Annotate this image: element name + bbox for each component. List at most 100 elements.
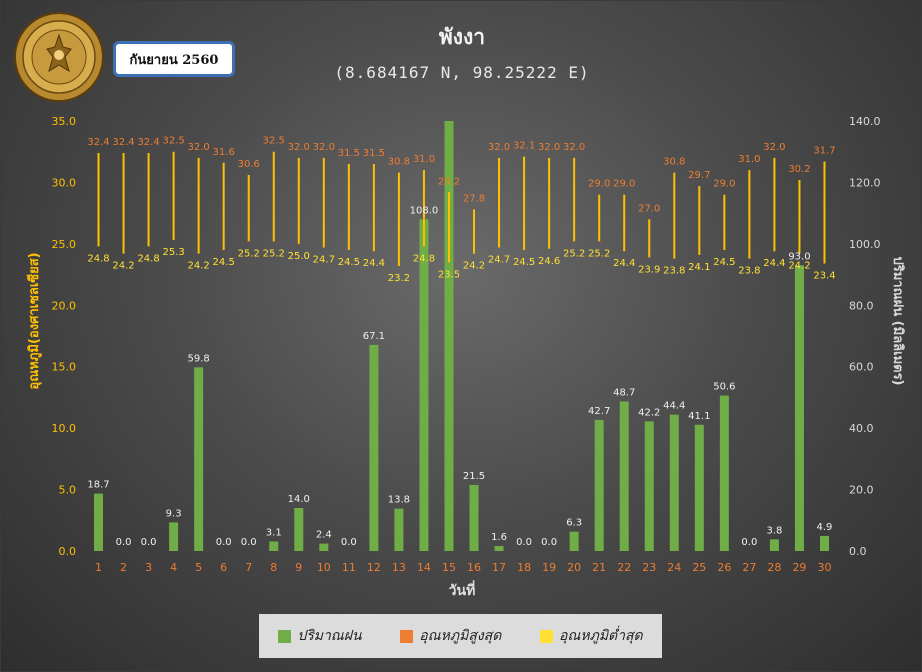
min-temp-label: 25.3 (162, 247, 184, 258)
min-temp-label: 25.2 (588, 248, 610, 259)
max-temp-label: 32.4 (112, 137, 134, 148)
min-temp-label: 24.7 (313, 255, 335, 266)
rain-value-label: 0.0 (341, 537, 357, 548)
min-temp-label: 23.5 (438, 269, 460, 280)
max-temp-label: 32.5 (263, 136, 285, 147)
rain-bar (94, 493, 104, 551)
min-temp-label: 23.9 (638, 264, 660, 275)
rain-bar (619, 401, 629, 551)
x-axis-tick-label: 29 (792, 561, 806, 574)
rain-value-label: 4.9 (817, 522, 833, 533)
x-axis-tick-label: 16 (467, 561, 481, 574)
rain-bar (669, 414, 679, 551)
min-temp-label: 24.8 (137, 253, 159, 264)
max-temp-label: 31.6 (213, 147, 235, 158)
left-axis-tick-label: 10.0 (52, 422, 77, 435)
rain-value-label: 41.1 (688, 411, 710, 422)
x-axis-tick-label: 2 (120, 561, 127, 574)
max-temp-label: 29.2 (438, 176, 460, 187)
rain-bar (644, 421, 654, 551)
rain-value-label: 18.7 (87, 480, 109, 491)
x-axis-tick-label: 5 (195, 561, 202, 574)
max-temp-label: 32.4 (137, 137, 159, 148)
max-temp-label: 32.0 (313, 142, 335, 153)
rain-value-label: 3.1 (266, 527, 282, 538)
rain-value-label: 0.0 (516, 537, 532, 548)
rain-value-label: 42.7 (588, 406, 610, 417)
x-axis-tick-label: 8 (270, 561, 277, 574)
min-temp-label: 24.5 (338, 257, 360, 268)
min-temp-label: 24.4 (763, 258, 785, 269)
max-temp-label: 32.0 (563, 142, 585, 153)
rain-value-label: 67.1 (363, 331, 385, 342)
x-axis-tick-label: 30 (817, 561, 831, 574)
max-temp-label: 30.8 (388, 157, 410, 168)
rain-bar (819, 535, 829, 551)
rain-value-label: 6.3 (566, 518, 582, 529)
left-axis-title: อุณหภูมิ(องศาเซลเซียส) (26, 252, 42, 389)
rain-value-label: 0.0 (141, 537, 157, 548)
right-axis-tick-label: 0.0 (849, 545, 867, 558)
rain-value-label: 42.2 (638, 407, 660, 418)
rain-value-label: 0.0 (741, 537, 757, 548)
rain-bar (594, 419, 604, 551)
max-temp-label: 32.0 (188, 142, 210, 153)
max-temp-label: 30.8 (663, 157, 685, 168)
min-temp-label: 23.8 (738, 266, 760, 277)
legend-item-max-temp: อุณหภูมิสูงสุด (400, 625, 501, 647)
x-axis-tick-label: 4 (170, 561, 177, 574)
rain-value-label: 0.0 (216, 537, 232, 548)
rain-value-label: 13.8 (388, 495, 410, 506)
x-axis-tick-label: 7 (245, 561, 252, 574)
rain-bar (494, 546, 504, 551)
rain-bar (469, 484, 479, 551)
rain-bar (769, 539, 779, 551)
left-axis-tick-label: 0.0 (59, 545, 77, 558)
rain-value-label: 9.3 (166, 508, 182, 519)
min-temp-label: 25.2 (563, 248, 585, 259)
min-temp-label: 25.0 (288, 251, 310, 262)
min-temp-label: 24.5 (713, 257, 735, 268)
left-axis-tick-label: 30.0 (52, 176, 77, 189)
legend-swatch-min-temp (539, 629, 553, 643)
left-axis-tick-label: 5.0 (59, 484, 77, 497)
legend-item-min-temp: อุณหภูมิต่ำสุด (539, 625, 643, 647)
x-axis-tick-label: 18 (517, 561, 531, 574)
left-axis-tick-label: 20.0 (52, 299, 77, 312)
right-axis-tick-label: 100.0 (849, 238, 881, 251)
right-axis-tick-label: 140.0 (849, 115, 881, 128)
rain-bar (394, 508, 404, 551)
rain-value-label: 0.0 (541, 537, 557, 548)
legend-label-max-temp: อุณหภูมิสูงสุด (419, 628, 502, 644)
rain-bar (444, 121, 454, 551)
rain-value-label: 44.4 (663, 401, 685, 412)
x-axis-tick-label: 19 (542, 561, 556, 574)
max-temp-label: 30.6 (238, 159, 260, 170)
x-axis-tick-label: 14 (417, 561, 431, 574)
max-temp-label: 32.0 (763, 142, 785, 153)
min-temp-label: 23.8 (663, 266, 685, 277)
x-axis-tick-label: 20 (567, 561, 581, 574)
max-temp-label: 31.0 (413, 154, 435, 165)
date-badge: กันยายน 2560 (113, 41, 235, 77)
rain-bar (719, 395, 729, 551)
rain-value-label: 0.0 (241, 537, 257, 548)
max-temp-label: 32.0 (488, 142, 510, 153)
right-axis-tick-label: 60.0 (849, 361, 874, 374)
max-temp-label: 29.7 (688, 170, 710, 181)
min-temp-label: 24.8 (413, 253, 435, 264)
max-temp-label: 31.7 (813, 146, 835, 157)
max-temp-label: 32.4 (87, 137, 109, 148)
rain-bar (194, 367, 204, 551)
x-axis-tick-label: 13 (392, 561, 406, 574)
chart-title: พังงา (438, 25, 486, 49)
min-temp-label: 24.5 (513, 257, 535, 268)
min-temp-label: 23.2 (388, 273, 410, 284)
rain-value-label: 21.5 (463, 471, 485, 482)
rain-bar (419, 219, 429, 552)
max-temp-label: 31.5 (338, 148, 360, 159)
x-axis-tick-label: 22 (617, 561, 631, 574)
rain-bar (319, 543, 329, 551)
x-axis-tick-label: 1 (95, 561, 102, 574)
